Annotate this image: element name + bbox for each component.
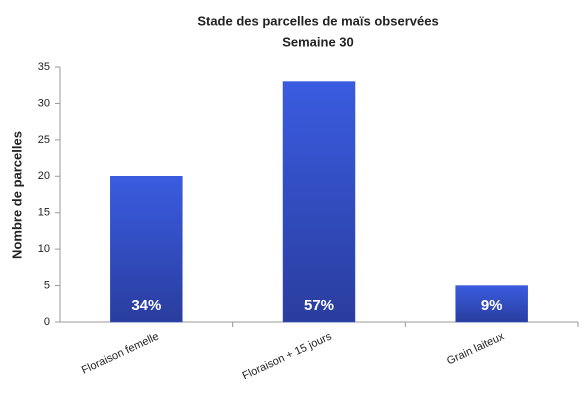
share-label: 9% [481,297,503,314]
x-tick-label: Floraison + 15 jours [241,330,334,382]
y-tick-label: 5 [44,279,50,291]
x-tick-label: Floraison femelle [80,330,161,376]
bar [455,285,528,323]
bar [110,176,183,323]
y-tick-label: 15 [38,207,50,219]
share-label: 57% [304,297,334,314]
bar [282,81,356,323]
chart-subtitle: Semaine 30 [282,34,354,49]
chart-title: Stade des parcelles de maïs observées [197,13,438,28]
x-tick-label: Grain laiteux [445,330,506,367]
y-tick-label: 20 [38,170,50,182]
y-tick-label: 10 [38,243,50,255]
y-tick-label: 35 [38,61,50,73]
y-axis-label: Nombre de parcelles [9,131,24,259]
y-tick-label: 25 [38,134,50,146]
y-tick-label: 30 [38,97,50,109]
share-label: 34% [131,297,161,314]
y-tick-label: 0 [44,316,50,328]
